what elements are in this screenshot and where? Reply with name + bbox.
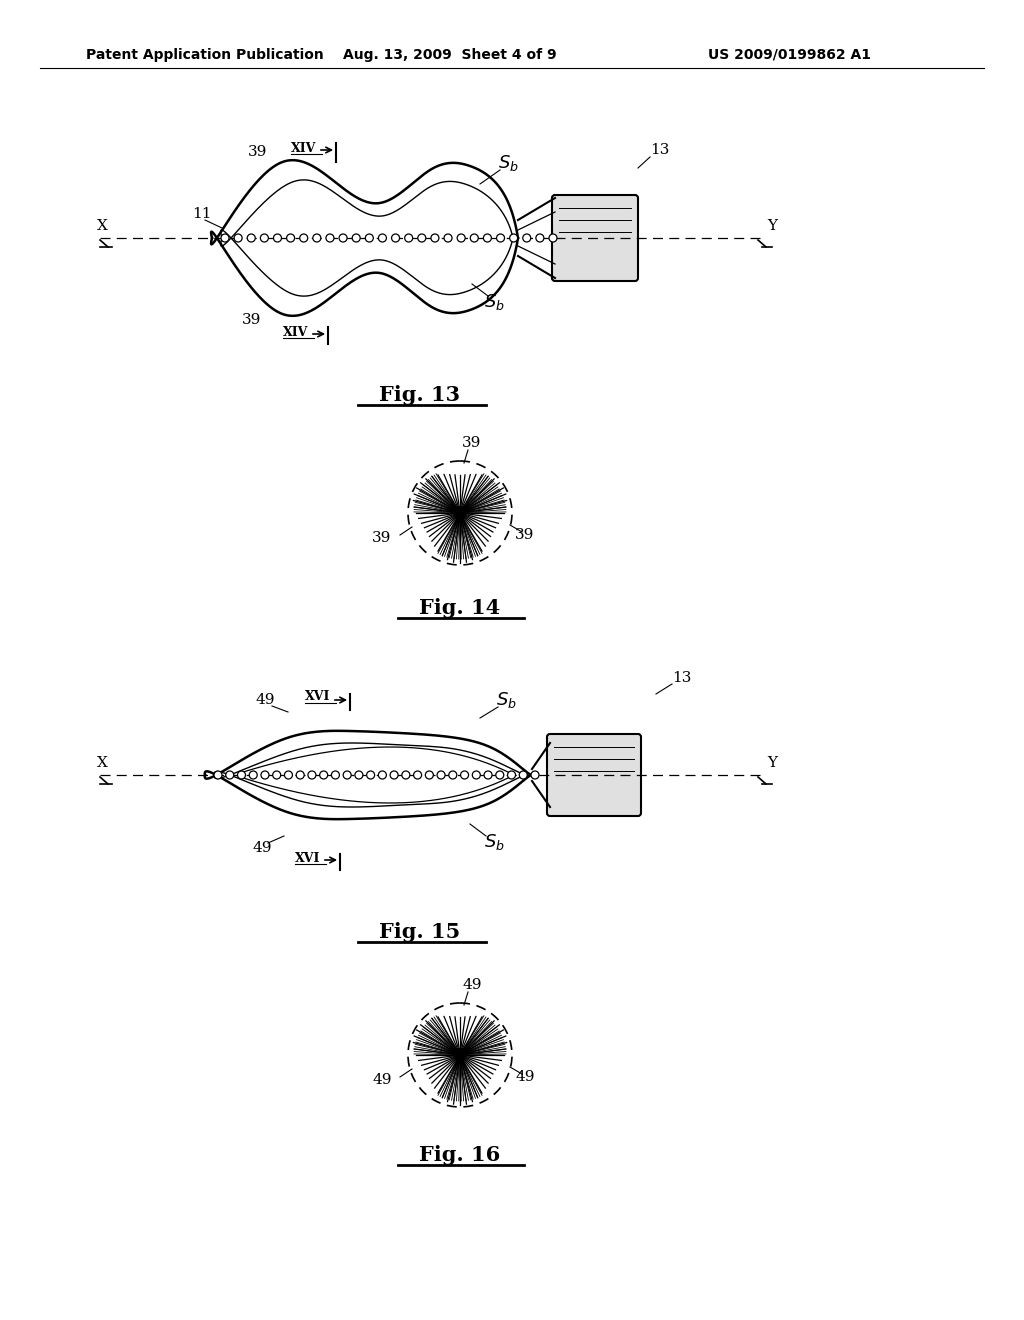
Circle shape xyxy=(496,771,504,779)
Text: Aug. 13, 2009  Sheet 4 of 9: Aug. 13, 2009 Sheet 4 of 9 xyxy=(343,48,557,62)
Circle shape xyxy=(497,234,505,242)
Text: $S_b$: $S_b$ xyxy=(483,292,505,312)
Text: Patent Application Publication: Patent Application Publication xyxy=(86,48,324,62)
Circle shape xyxy=(390,771,398,779)
Text: 39: 39 xyxy=(373,531,392,545)
Text: XIV: XIV xyxy=(291,141,316,154)
Circle shape xyxy=(425,771,433,779)
Circle shape xyxy=(449,771,457,779)
Circle shape xyxy=(519,771,527,779)
Circle shape xyxy=(401,771,410,779)
Circle shape xyxy=(414,771,422,779)
Circle shape xyxy=(332,771,339,779)
Circle shape xyxy=(523,234,530,242)
Circle shape xyxy=(296,771,304,779)
Circle shape xyxy=(536,234,544,242)
Circle shape xyxy=(366,234,374,242)
Circle shape xyxy=(272,771,281,779)
Circle shape xyxy=(234,234,242,242)
Circle shape xyxy=(444,234,452,242)
Circle shape xyxy=(214,771,222,779)
Circle shape xyxy=(549,234,557,242)
Circle shape xyxy=(238,771,246,779)
Circle shape xyxy=(379,771,386,779)
Circle shape xyxy=(308,771,316,779)
FancyBboxPatch shape xyxy=(552,195,638,281)
Text: Fig. 14: Fig. 14 xyxy=(420,598,501,618)
Circle shape xyxy=(261,771,269,779)
Circle shape xyxy=(225,771,233,779)
Circle shape xyxy=(249,771,257,779)
Text: 13: 13 xyxy=(673,671,691,685)
Circle shape xyxy=(379,234,386,242)
Circle shape xyxy=(247,234,255,242)
Text: 39: 39 xyxy=(248,145,267,158)
Text: 49: 49 xyxy=(373,1073,392,1086)
FancyBboxPatch shape xyxy=(547,734,641,816)
Circle shape xyxy=(221,234,229,242)
Circle shape xyxy=(260,234,268,242)
Text: 11: 11 xyxy=(193,207,212,220)
Circle shape xyxy=(510,234,518,242)
Text: Fig. 15: Fig. 15 xyxy=(379,921,461,942)
Circle shape xyxy=(287,234,295,242)
Circle shape xyxy=(319,771,328,779)
Text: 39: 39 xyxy=(515,528,535,543)
Text: 49: 49 xyxy=(462,978,481,993)
Circle shape xyxy=(391,234,399,242)
Circle shape xyxy=(355,771,362,779)
Circle shape xyxy=(483,234,492,242)
Text: XVI: XVI xyxy=(305,690,331,704)
Text: 49: 49 xyxy=(515,1071,535,1084)
Circle shape xyxy=(431,234,439,242)
Circle shape xyxy=(508,771,515,779)
Circle shape xyxy=(367,771,375,779)
Circle shape xyxy=(484,771,493,779)
Text: Fig. 13: Fig. 13 xyxy=(380,385,461,405)
Text: XVI: XVI xyxy=(295,851,321,865)
Circle shape xyxy=(313,234,321,242)
Text: X: X xyxy=(96,756,108,770)
Circle shape xyxy=(457,234,465,242)
Circle shape xyxy=(404,234,413,242)
Text: $S_b$: $S_b$ xyxy=(483,832,505,851)
Circle shape xyxy=(326,234,334,242)
Text: 39: 39 xyxy=(243,313,262,327)
Circle shape xyxy=(470,234,478,242)
Text: 39: 39 xyxy=(462,436,481,450)
Text: Y: Y xyxy=(767,219,777,234)
Text: $S_b$: $S_b$ xyxy=(498,153,518,173)
Circle shape xyxy=(339,234,347,242)
Circle shape xyxy=(300,234,308,242)
Text: Y: Y xyxy=(767,756,777,770)
Circle shape xyxy=(472,771,480,779)
Text: 49: 49 xyxy=(255,693,274,708)
Text: X: X xyxy=(96,219,108,234)
Ellipse shape xyxy=(455,1048,465,1061)
Circle shape xyxy=(461,771,469,779)
Circle shape xyxy=(531,771,539,779)
Circle shape xyxy=(418,234,426,242)
Text: XIV: XIV xyxy=(284,326,308,338)
Text: $S_b$: $S_b$ xyxy=(496,690,516,710)
Text: US 2009/0199862 A1: US 2009/0199862 A1 xyxy=(709,48,871,62)
Text: 49: 49 xyxy=(252,841,271,855)
Circle shape xyxy=(343,771,351,779)
Circle shape xyxy=(285,771,293,779)
Text: 13: 13 xyxy=(650,143,670,157)
Circle shape xyxy=(437,771,445,779)
Circle shape xyxy=(352,234,360,242)
Circle shape xyxy=(273,234,282,242)
Ellipse shape xyxy=(455,507,465,520)
Text: Fig. 16: Fig. 16 xyxy=(420,1144,501,1166)
